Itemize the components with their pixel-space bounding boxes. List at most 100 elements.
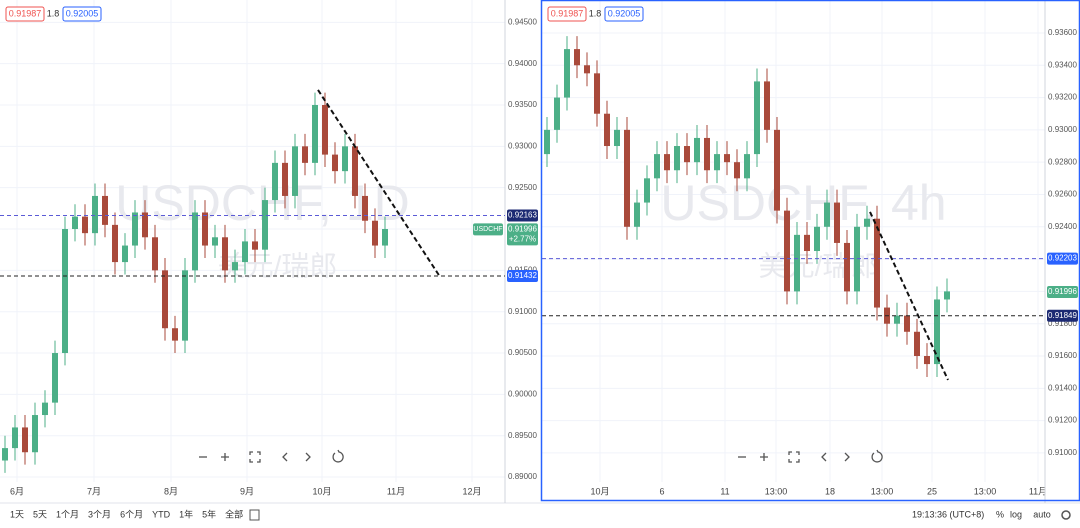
scroll-right[interactable]: [844, 452, 850, 462]
candle-body: [282, 162, 288, 196]
x-tick-label: 10月: [312, 486, 331, 496]
candle-body: [704, 137, 710, 171]
candle-body: [874, 218, 880, 308]
price-label-bg: [1047, 252, 1078, 265]
x-tick-label: 13:00: [871, 486, 894, 496]
price-label: 0.92203: [1048, 254, 1077, 263]
y-tick-label: 0.93000: [1048, 125, 1077, 134]
candle-body: [864, 218, 870, 227]
candle-body: [684, 146, 690, 163]
reset-chart[interactable]: [332, 449, 344, 463]
x-tick-label: 7月: [87, 486, 101, 496]
candle-body: [212, 237, 218, 246]
scale-toggle[interactable]: %: [996, 509, 1004, 519]
scroll-left[interactable]: [282, 452, 288, 462]
y-tick-label: 0.90500: [508, 348, 537, 357]
y-tick-label: 0.89500: [508, 431, 537, 440]
range-button[interactable]: 6个月: [120, 509, 143, 519]
trend-line: [317, 89, 441, 278]
candle-body: [844, 242, 850, 292]
goto-date-icon[interactable]: [249, 509, 260, 521]
y-tick-label: 0.92600: [1048, 190, 1077, 199]
candle-body: [794, 234, 800, 292]
candle-body: [192, 212, 198, 271]
ask: 0.92005: [608, 8, 641, 18]
candle-body: [604, 113, 610, 147]
trend-line: [869, 211, 949, 381]
range-button[interactable]: 5年: [202, 508, 216, 519]
candle-body: [714, 154, 720, 171]
scale-toggle[interactable]: log: [1010, 509, 1022, 519]
candle-body: [734, 162, 740, 179]
y-tick-label: 0.92500: [508, 183, 537, 192]
candle-body: [232, 262, 238, 271]
candle-body: [544, 129, 550, 155]
x-tick-label: 6: [659, 486, 664, 496]
range-button[interactable]: 1年: [179, 508, 193, 519]
candle-body: [312, 104, 318, 163]
candle-body: [694, 137, 700, 163]
ask: 0.92005: [66, 8, 99, 18]
x-tick-label: 25: [927, 486, 937, 496]
candle-body: [22, 427, 28, 453]
candle-body: [242, 241, 248, 263]
y-tick-label: 0.93600: [1048, 28, 1077, 37]
y-tick-label: 0.93000: [508, 141, 537, 150]
candle-body: [664, 154, 670, 171]
y-tick-label: 0.91200: [1048, 416, 1077, 425]
candle-body: [2, 448, 8, 461]
range-button[interactable]: 3个月: [88, 509, 111, 519]
zoom-in[interactable]: [760, 453, 768, 461]
settings-icon[interactable]: [1061, 510, 1071, 520]
scroll-left[interactable]: [821, 452, 827, 462]
chart-controls: [199, 449, 344, 463]
scale-toggle[interactable]: auto: [1033, 509, 1051, 519]
candle-body: [774, 129, 780, 211]
candle-body: [764, 81, 770, 130]
candle-body: [934, 299, 940, 365]
range-button[interactable]: 全部: [225, 508, 243, 519]
price-label-bg: [507, 209, 538, 222]
candle-body: [322, 104, 328, 155]
spread: 1.8: [47, 8, 60, 18]
candle-body: [894, 315, 900, 324]
candle-body: [352, 146, 358, 196]
candle-body: [32, 415, 38, 453]
candle-body: [202, 212, 208, 246]
candle-body: [804, 234, 810, 252]
y-tick-label: 0.91600: [1048, 351, 1077, 360]
candle-body: [182, 270, 188, 341]
candle-body: [614, 129, 620, 147]
x-tick-label: 10月: [590, 486, 609, 496]
candle-body: [272, 162, 278, 201]
candle-body: [944, 291, 950, 300]
candle-body: [754, 81, 760, 155]
x-tick-label: 11: [720, 486, 729, 496]
candle-body: [252, 241, 258, 250]
reset-zoom[interactable]: [249, 451, 261, 463]
y-tick-label: 0.91000: [1048, 448, 1077, 457]
scroll-right[interactable]: [305, 452, 311, 462]
bid-box: [5, 6, 45, 22]
range-button[interactable]: YTD: [152, 509, 171, 519]
watermark: USDCHF, 4h: [660, 175, 946, 231]
reset-zoom[interactable]: [788, 451, 800, 463]
bid: 0.91987: [551, 8, 584, 18]
candle-body: [302, 146, 308, 163]
candle-body: [152, 237, 158, 271]
y-tick-label: 0.91400: [1048, 383, 1077, 392]
candle-body: [102, 195, 108, 225]
candle-body: [222, 237, 228, 271]
y-tick-label: 0.89000: [508, 472, 537, 481]
range-button[interactable]: 1个月: [56, 509, 79, 519]
zoom-in[interactable]: [221, 453, 229, 461]
y-tick-label: 0.92800: [1048, 157, 1077, 166]
range-button[interactable]: 1天: [10, 509, 24, 519]
bid-box: [547, 6, 587, 22]
range-button[interactable]: 5天: [33, 509, 47, 519]
x-tick-label: 11月: [387, 486, 405, 496]
reset-chart[interactable]: [871, 449, 883, 463]
clock: 19:13:36 (UTC+8): [912, 509, 984, 519]
candle-body: [564, 49, 570, 98]
